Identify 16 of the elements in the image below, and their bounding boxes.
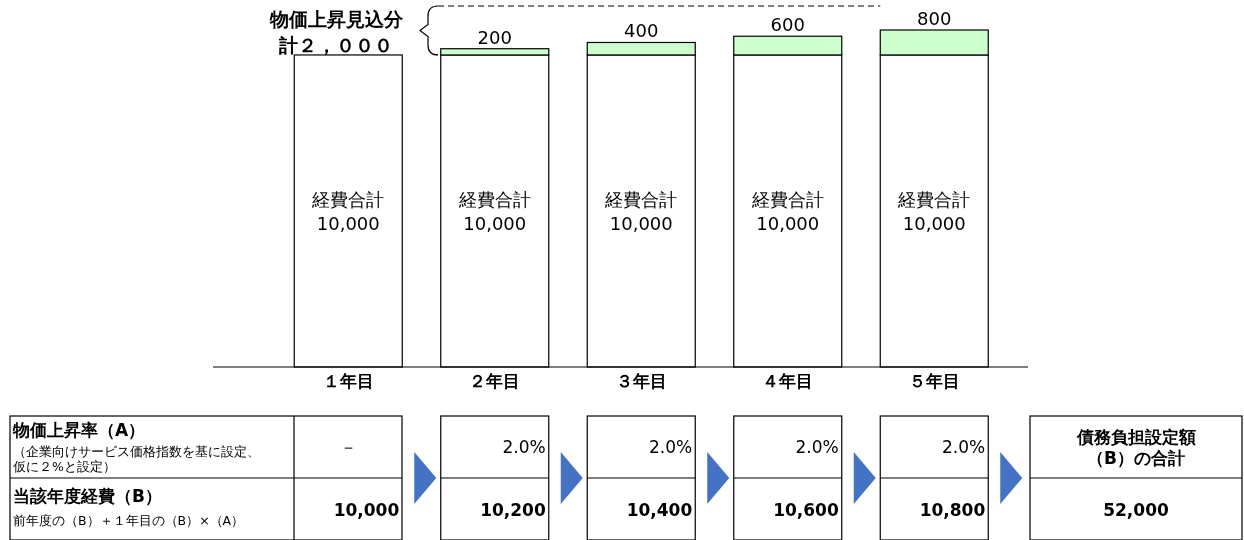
data-label: 600 bbox=[770, 13, 805, 35]
table: 物価上昇率（A） （企業向けサービス価格指数を基に設定、仮に２%と設定） 当該年度経費（B） 前年度の（B）＋１年目の（B）×（A） － 10,000 2.0% 10,200 2.0% 10,400 2.0% 10,600 2.0% 10,800 債務負担設定額（B）の合計 52,000 bbox=[9, 415, 1243, 540]
data-label: 経費合計 10,000 bbox=[311, 188, 385, 234]
x-tick-label: ２年目 bbox=[469, 371, 521, 391]
data-label: 経費合計 10,000 bbox=[897, 188, 971, 234]
data-label: 200 bbox=[477, 26, 512, 48]
x-tick-label: ５年目 bbox=[908, 371, 960, 391]
data-label: 800 bbox=[917, 7, 952, 29]
x-tick-label: １年目 bbox=[322, 371, 374, 391]
x-tick-label: ３年目 bbox=[615, 371, 667, 391]
data-label: 経費合計 10,000 bbox=[457, 188, 531, 234]
data-label: 400 bbox=[624, 19, 659, 41]
x-tick-label: ４年目 bbox=[762, 371, 814, 391]
data-label: 経費合計 10,000 bbox=[750, 188, 824, 234]
data-label: 経費合計 10,000 bbox=[604, 188, 678, 234]
annotation: 物価上昇見込分計２，０００ bbox=[268, 8, 404, 56]
